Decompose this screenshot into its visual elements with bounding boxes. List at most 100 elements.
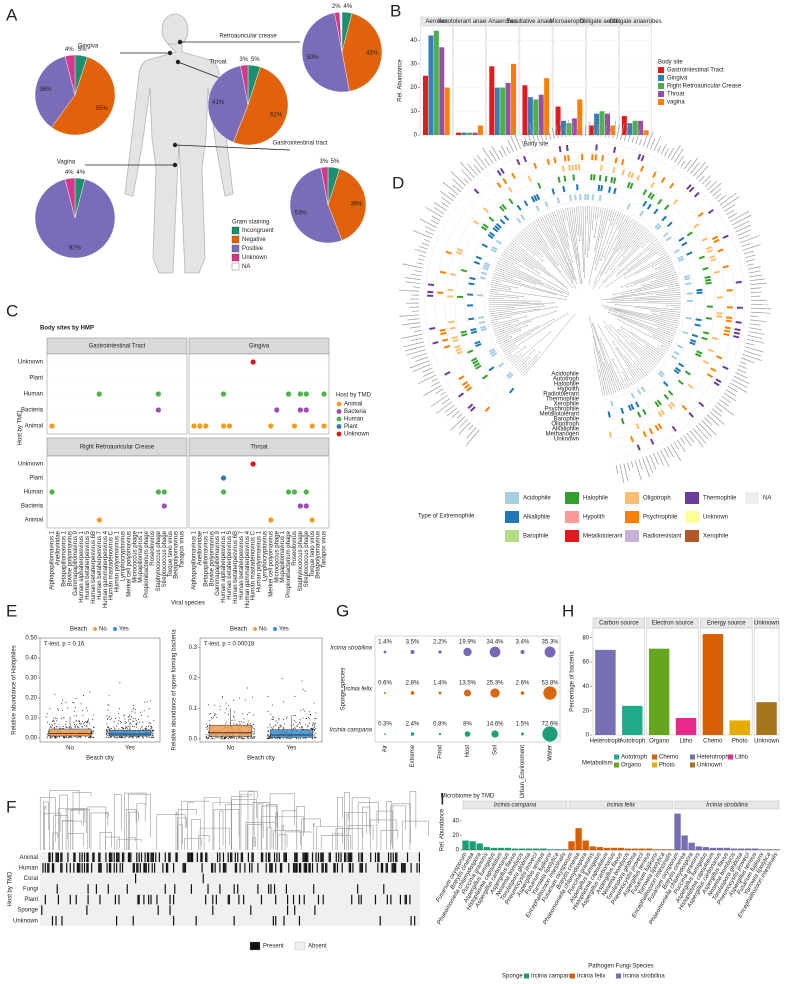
jitter-point <box>85 707 87 709</box>
x-axis-title: Beach city <box>247 756 275 762</box>
ring-label: Acidophile <box>551 372 579 378</box>
heatmap-cell <box>143 863 145 873</box>
heatmap-cell <box>385 863 387 873</box>
jitter-point <box>278 726 280 728</box>
leaf-label <box>709 182 722 194</box>
ring-tick <box>732 335 740 339</box>
heatmap-cell <box>311 852 314 863</box>
pie-slice <box>207 65 249 143</box>
tree-branch <box>489 307 516 310</box>
tree-branch <box>630 229 648 249</box>
tree-branch <box>523 313 576 377</box>
pie-slice <box>34 179 116 259</box>
ring-tick <box>707 348 715 353</box>
ring-tick <box>522 155 528 163</box>
heatmap-cell <box>69 863 71 873</box>
legend-label: Acidophile <box>523 496 551 502</box>
tree-branch <box>625 253 668 279</box>
jitter-point <box>148 708 150 710</box>
tree-arc <box>624 354 627 356</box>
heatmap-cell <box>212 905 214 915</box>
y-tick-label: Bacteria <box>21 408 44 414</box>
jitter-point <box>306 717 308 719</box>
heatmap-cell <box>321 863 323 873</box>
tree-branch <box>612 278 679 296</box>
jitter-point <box>151 733 153 735</box>
jitter-point <box>124 723 126 725</box>
leaf-label <box>624 125 629 141</box>
ring-tick <box>649 193 655 200</box>
ring-tick <box>697 211 704 218</box>
ring-tick <box>507 186 513 193</box>
bar <box>582 840 589 850</box>
leaf-label <box>425 226 436 232</box>
leaf-label <box>690 162 700 174</box>
bar <box>653 849 660 850</box>
x-tick-label: Human gammaherpesvirus 4 <box>103 530 109 608</box>
tree-arc <box>619 329 621 331</box>
y-tick-label: 0.2 <box>189 675 198 681</box>
jitter-point <box>272 726 274 728</box>
heatmap-cell <box>414 915 416 926</box>
data-label: 2.4% <box>406 722 420 728</box>
ring-tick <box>439 328 446 332</box>
dendrogram <box>128 793 151 850</box>
ring-tick <box>527 175 532 182</box>
legend-label: Yes <box>119 627 129 633</box>
leaf-label <box>692 427 707 445</box>
jitter-point <box>274 737 276 739</box>
bar <box>467 132 472 135</box>
dendrogram <box>386 801 392 850</box>
pie-label: 92% <box>69 246 82 252</box>
legend-swatch <box>658 91 664 97</box>
tree-arc <box>538 273 540 275</box>
jitter-point <box>118 728 120 730</box>
leaf-label <box>608 128 611 138</box>
x-tick-label: Human alphaherpesvirus 1 <box>221 530 227 602</box>
ring-tick <box>701 237 708 242</box>
jitter-point <box>314 737 316 739</box>
jitter-point <box>125 726 127 728</box>
leaf-label <box>442 181 459 196</box>
legend-title: Beach <box>70 627 87 633</box>
leaf-label <box>430 394 448 407</box>
bar <box>594 113 600 135</box>
jitter-point <box>51 720 53 722</box>
tree-branch <box>607 302 681 304</box>
leaf-label <box>425 207 443 218</box>
heatmap-cell <box>304 852 306 863</box>
tree-branch <box>504 248 535 269</box>
jitter-point <box>295 737 297 739</box>
ring-track <box>424 141 746 460</box>
heatmap-cell <box>133 863 135 873</box>
jitter-point <box>218 737 220 739</box>
jitter-point <box>246 687 248 689</box>
ring-tick <box>530 196 536 203</box>
leaf-label <box>404 277 421 281</box>
bar <box>730 848 738 850</box>
leaf-label <box>746 263 754 266</box>
legend-label: Unknown <box>344 432 369 438</box>
tree-branch <box>650 274 677 283</box>
ring-tick <box>507 373 514 380</box>
legend-swatch <box>690 754 695 760</box>
heatmap-cell <box>348 852 350 863</box>
heatmap-cell <box>237 852 239 863</box>
tree-branch <box>588 316 610 395</box>
jitter-point <box>54 736 56 738</box>
pie-slice <box>289 167 343 244</box>
jitter-point <box>92 732 94 734</box>
tree-branch <box>489 304 544 308</box>
heatmap-cell <box>167 863 169 873</box>
jitter-point <box>304 737 306 739</box>
heatmap-cell <box>42 863 44 873</box>
jitter-point <box>302 688 304 690</box>
point <box>303 489 309 495</box>
ring-tick <box>475 255 482 260</box>
bar <box>472 132 478 135</box>
tree-arc <box>620 325 622 327</box>
heatmap-cell <box>202 873 204 884</box>
point <box>321 423 327 429</box>
facet-strip <box>568 800 674 810</box>
bubble <box>491 730 499 738</box>
